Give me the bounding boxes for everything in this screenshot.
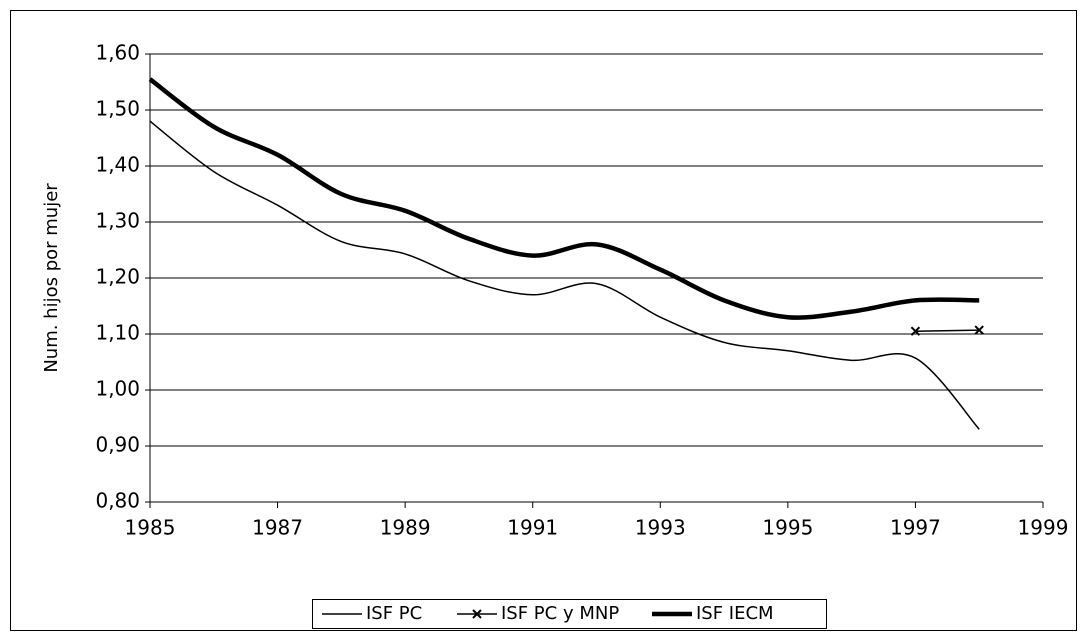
x-tick-label: 1989 bbox=[380, 516, 431, 540]
x-tick-label: 1987 bbox=[252, 516, 303, 540]
marker bbox=[472, 609, 482, 619]
chart-frame bbox=[10, 10, 1077, 631]
y-tick-label: 1,00 bbox=[95, 377, 140, 401]
y-tick-label: 1,60 bbox=[95, 41, 140, 65]
series-line bbox=[149, 120, 980, 430]
y-tick-label: 1,50 bbox=[95, 97, 140, 121]
legend-label: ISF PC bbox=[366, 603, 422, 624]
x-tick-label: 1997 bbox=[890, 516, 941, 540]
x-tick-label: 1991 bbox=[507, 516, 558, 540]
y-tick-label: 1,20 bbox=[95, 265, 140, 289]
x-tick-label: 1995 bbox=[762, 516, 813, 540]
y-tick-label: 1,40 bbox=[95, 153, 140, 177]
series-line bbox=[148, 77, 980, 320]
marker bbox=[974, 325, 984, 335]
legend-label: ISF IECM bbox=[696, 603, 774, 624]
y-tick-label: 1,10 bbox=[95, 321, 140, 345]
y-axis-label: Num. hijos por mujer bbox=[41, 183, 62, 373]
series-line bbox=[915, 329, 980, 332]
marker bbox=[910, 326, 921, 336]
x-tick-label: 1993 bbox=[635, 516, 686, 540]
y-tick-label: 1,30 bbox=[95, 209, 140, 233]
legend-box bbox=[312, 599, 827, 629]
x-tick-label: 1985 bbox=[125, 516, 176, 540]
y-tick-label: 0,90 bbox=[95, 433, 140, 457]
x-tick-label: 1999 bbox=[1018, 516, 1069, 540]
legend-label: ISF PC y MNP bbox=[501, 603, 619, 624]
y-tick-label: 0,80 bbox=[95, 489, 140, 513]
